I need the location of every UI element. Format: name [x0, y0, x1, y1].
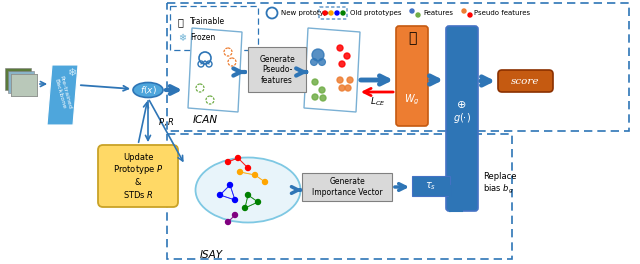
Circle shape	[319, 59, 326, 65]
Circle shape	[253, 172, 257, 177]
Circle shape	[312, 79, 318, 85]
Bar	[170, 6, 258, 50]
Circle shape	[246, 166, 250, 171]
Text: ❄: ❄	[178, 33, 186, 43]
Ellipse shape	[195, 158, 301, 223]
Circle shape	[262, 180, 268, 185]
Circle shape	[416, 13, 420, 17]
Text: New prototype: New prototype	[281, 10, 332, 16]
Circle shape	[335, 11, 339, 15]
Text: $W_g$: $W_g$	[404, 93, 420, 107]
Circle shape	[345, 85, 351, 91]
Circle shape	[329, 11, 333, 15]
Bar	[412, 176, 450, 196]
Circle shape	[319, 87, 325, 93]
Circle shape	[344, 53, 350, 59]
Bar	[11, 74, 37, 96]
Polygon shape	[47, 65, 78, 125]
Text: $f(x)$: $f(x)$	[140, 84, 156, 96]
Text: Update
Prototype $P$
&
STDs $R$: Update Prototype $P$ & STDs $R$	[113, 153, 163, 200]
Circle shape	[246, 192, 250, 197]
Circle shape	[323, 11, 327, 15]
FancyBboxPatch shape	[498, 70, 553, 92]
Circle shape	[320, 95, 326, 101]
Circle shape	[312, 94, 318, 100]
Bar	[11, 74, 37, 96]
Circle shape	[347, 77, 353, 83]
Circle shape	[310, 59, 317, 65]
Text: Generate
Pseudo-
features: Generate Pseudo- features	[259, 55, 295, 85]
Circle shape	[232, 213, 237, 218]
Text: $\tau_s$: $\tau_s$	[426, 180, 436, 192]
Text: Pre-trained
Backbone: Pre-trained Backbone	[53, 75, 73, 111]
Text: ICAN: ICAN	[193, 115, 218, 125]
Circle shape	[227, 182, 232, 187]
Bar	[167, 3, 629, 131]
Text: $P, R$: $P, R$	[158, 116, 174, 128]
Bar	[248, 47, 306, 92]
Circle shape	[339, 85, 345, 91]
Circle shape	[225, 159, 230, 164]
Circle shape	[341, 11, 345, 15]
Circle shape	[237, 169, 243, 175]
Bar	[5, 68, 31, 90]
FancyBboxPatch shape	[98, 145, 178, 207]
Polygon shape	[188, 28, 242, 112]
Text: Old prototypes: Old prototypes	[350, 10, 401, 16]
Circle shape	[232, 197, 237, 202]
Text: $L_{CE}$: $L_{CE}$	[371, 96, 386, 108]
Circle shape	[243, 205, 248, 210]
Circle shape	[337, 45, 343, 51]
Ellipse shape	[133, 82, 163, 97]
Circle shape	[410, 9, 414, 13]
Circle shape	[468, 13, 472, 17]
Circle shape	[312, 49, 324, 61]
FancyBboxPatch shape	[446, 26, 478, 211]
Text: ⊕: ⊕	[458, 100, 467, 110]
Circle shape	[225, 219, 230, 224]
Text: score: score	[511, 77, 540, 86]
Text: Frozen: Frozen	[190, 34, 215, 43]
Circle shape	[236, 155, 241, 161]
Circle shape	[462, 9, 466, 13]
Text: Trainable: Trainable	[190, 17, 225, 26]
Bar	[8, 71, 34, 93]
Text: Generate
Importance Vector: Generate Importance Vector	[312, 177, 382, 197]
Bar	[302, 173, 392, 201]
Text: $g(\cdot)$: $g(\cdot)$	[453, 111, 471, 125]
Bar	[11, 74, 37, 96]
Circle shape	[218, 192, 223, 197]
Circle shape	[337, 77, 343, 83]
Text: 🔥: 🔥	[178, 17, 184, 27]
Text: Replace
bias $b_g$: Replace bias $b_g$	[483, 172, 516, 196]
Polygon shape	[304, 28, 360, 112]
Text: ISAY: ISAY	[200, 250, 223, 260]
Bar	[167, 134, 512, 259]
Text: ❄: ❄	[67, 68, 77, 78]
Circle shape	[255, 200, 260, 205]
Text: Features: Features	[423, 10, 453, 16]
Text: Pseudo features: Pseudo features	[474, 10, 530, 16]
Circle shape	[339, 61, 345, 67]
Text: 🔥: 🔥	[408, 31, 416, 45]
FancyBboxPatch shape	[396, 26, 428, 126]
